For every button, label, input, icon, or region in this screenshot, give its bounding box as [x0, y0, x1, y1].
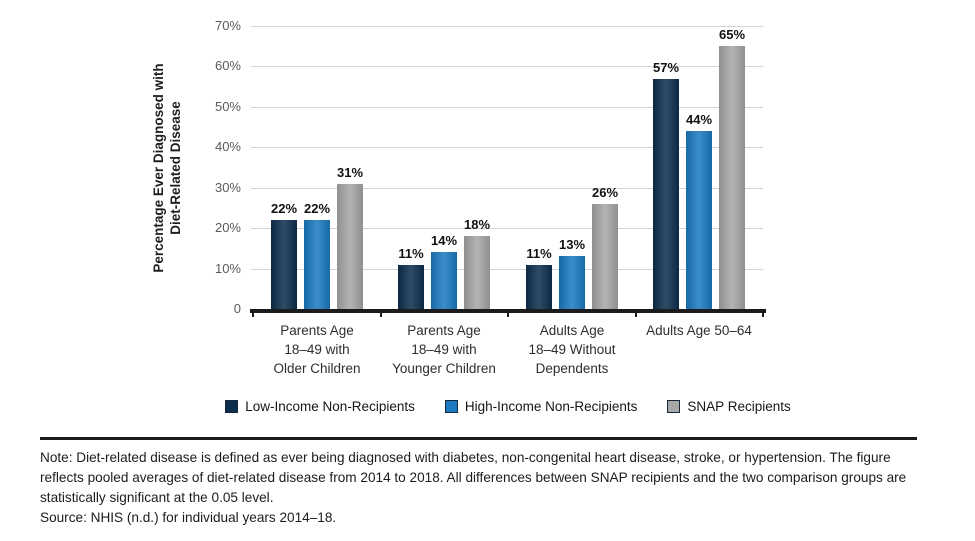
x-axis-tick — [380, 313, 382, 317]
chart-legend: Low-Income Non-Recipients High-Income Non… — [225, 399, 791, 414]
y-tick-label: 20% — [214, 220, 241, 235]
y-tick-label: 10% — [214, 261, 241, 276]
bar-snap-recipients — [464, 236, 490, 309]
category-label: Adults Age 18–49 Without Dependents — [487, 321, 657, 378]
bar-high-income-non-recipients — [559, 256, 585, 309]
bar-value-label: 11% — [526, 246, 552, 261]
x-axis-tick — [762, 313, 764, 317]
category-label-line: Adults Age 50–64 — [646, 323, 752, 338]
legend-swatch-icon — [225, 400, 239, 413]
bar-value-label: 44% — [685, 112, 713, 127]
category-label-line: Younger Children — [392, 361, 496, 376]
bar-value-label: 26% — [591, 185, 619, 200]
category-label-line: 18–49 with — [411, 342, 477, 357]
bar-snap-recipients — [592, 204, 618, 309]
category-label-line: Dependents — [535, 361, 609, 376]
bar-snap-recipients — [337, 184, 363, 309]
category-label: Parents Age 18–49 with Younger Children — [359, 321, 529, 378]
category-label-line: Older Children — [273, 361, 361, 376]
bar-high-income-non-recipients — [686, 131, 712, 309]
gridline — [251, 66, 763, 67]
bar-high-income-non-recipients — [431, 252, 457, 309]
x-axis-line — [250, 309, 766, 313]
y-tick-label: 60% — [214, 58, 241, 73]
note-text: Note: Diet-related disease is defined as… — [40, 450, 907, 505]
y-tick-label: 30% — [214, 180, 241, 195]
legend-item-low-income-non-recipients: Low-Income Non-Recipients — [225, 399, 415, 414]
y-axis-title-line: Percentage Ever Diagnosed with — [151, 63, 166, 273]
bar-value-label: 22% — [303, 201, 331, 216]
gridline — [251, 107, 763, 108]
y-axis-title: Percentage Ever Diagnosed with Diet-Relat… — [150, 8, 184, 328]
bar-low-income-non-recipients — [271, 220, 297, 309]
bar-value-label: 65% — [718, 27, 746, 42]
legend-swatch-icon — [667, 400, 681, 413]
note-block: Note: Diet-related disease is defined as… — [40, 437, 917, 528]
bar-value-label: 13% — [558, 237, 586, 252]
y-tick-label: 50% — [214, 99, 241, 114]
y-tick-label: 40% — [214, 139, 241, 154]
x-axis-tick — [507, 313, 509, 317]
category-label-line: Adults Age — [539, 323, 605, 338]
legend-label: Low-Income Non-Recipients — [245, 399, 415, 414]
legend-item-high-income-non-recipients: High-Income Non-Recipients — [444, 399, 638, 414]
y-tick-label: 70% — [214, 18, 241, 33]
bar-value-label: 18% — [463, 217, 491, 232]
bar-low-income-non-recipients — [653, 79, 679, 309]
category-label-line: Parents Age — [280, 323, 354, 338]
legend-label: High-Income Non-Recipients — [464, 399, 638, 414]
category-label: Adults Age 50–64 — [614, 321, 784, 340]
bar-value-label: 11% — [398, 246, 424, 261]
bar-value-label: 14% — [430, 233, 458, 248]
bar-high-income-non-recipients — [304, 220, 330, 309]
legend-swatch-icon — [444, 400, 458, 413]
x-axis-tick — [635, 313, 637, 317]
bar-value-label: 57% — [652, 60, 680, 75]
gridline — [251, 26, 763, 27]
x-axis-tick — [252, 313, 254, 317]
gridline — [251, 188, 763, 189]
gridline — [251, 228, 763, 229]
bar-low-income-non-recipients — [398, 265, 424, 309]
bar-snap-recipients — [719, 46, 745, 309]
gridline — [251, 269, 763, 270]
category-label-line: 18–49 Without — [528, 342, 616, 357]
bar-value-label: 22% — [270, 201, 298, 216]
legend-label: SNAP Recipients — [687, 399, 791, 414]
y-tick-label: 0 — [233, 301, 241, 316]
category-label: Parents Age 18–49 with Older Children — [232, 321, 402, 378]
bar-low-income-non-recipients — [526, 265, 552, 309]
y-axis-title-line: Diet-Related Disease — [168, 101, 183, 235]
source-text: Source: NHIS (n.d.) for individual years… — [40, 510, 337, 525]
category-label-line: Parents Age — [407, 323, 481, 338]
gridline — [251, 147, 763, 148]
category-label-line: 18–49 with — [284, 342, 350, 357]
bar-value-label: 31% — [336, 165, 364, 180]
legend-item-snap-recipients: SNAP Recipients — [667, 399, 791, 414]
